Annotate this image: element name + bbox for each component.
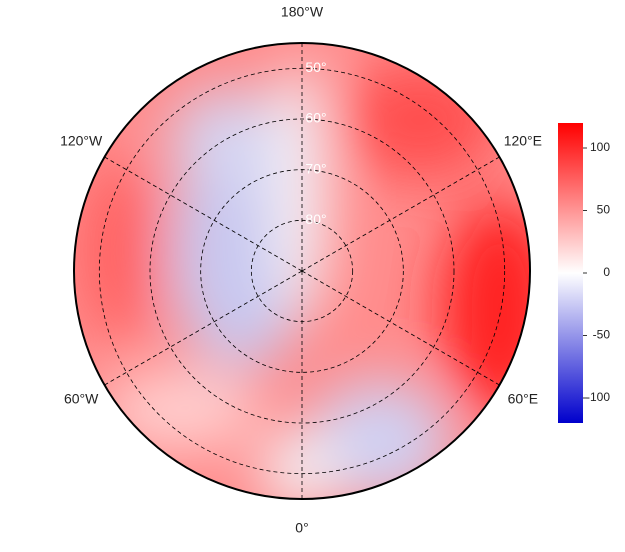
meridian	[301, 270, 500, 386]
latitude-label: 80°	[305, 211, 326, 227]
meridian	[104, 156, 303, 272]
colorbar-tick-label: 50	[597, 203, 611, 217]
latitude-label: 70°	[305, 160, 326, 176]
longitude-label: 60°E	[508, 391, 539, 407]
colorbar-tick-label: 0	[603, 265, 610, 279]
latitude-ring	[149, 118, 455, 424]
latitude-label: 60°	[305, 110, 326, 126]
longitude-label: 60°W	[64, 391, 99, 407]
latitude-label: 50°	[305, 59, 326, 75]
graticule	[98, 43, 506, 499]
longitude-label: 120°E	[504, 133, 542, 149]
map-boundary	[73, 42, 531, 500]
longitude-label: 120°W	[60, 133, 103, 149]
colorbar-tick-label: -50	[593, 328, 611, 342]
colorbar	[558, 123, 583, 423]
colorbar-tick-label: 100	[590, 140, 610, 154]
meridian	[104, 270, 303, 386]
colorbar-tick-label: -100	[586, 390, 610, 404]
latitude-ring	[98, 67, 506, 475]
meridian	[301, 156, 500, 272]
longitude-label: 0°	[295, 520, 308, 536]
longitude-label: 180°W	[281, 4, 324, 20]
